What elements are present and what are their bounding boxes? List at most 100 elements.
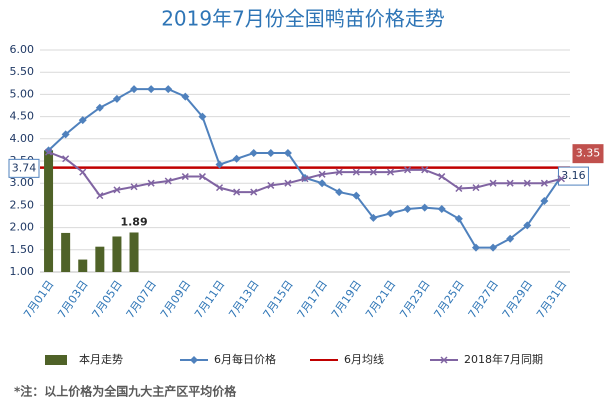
point (249, 149, 258, 158)
point (267, 181, 275, 189)
x-tick-label: 7月23日 (397, 278, 432, 321)
point (233, 188, 241, 196)
chart-title: 2019年7月份全国鸭苗价格走势 (161, 7, 445, 31)
point (318, 179, 327, 188)
point (130, 85, 139, 94)
point (198, 173, 206, 181)
point (454, 214, 463, 223)
point (557, 175, 565, 183)
y-tick-label: 2.00 (10, 221, 35, 234)
point (455, 184, 463, 193)
point (283, 149, 292, 158)
point (96, 192, 104, 200)
bar (95, 246, 105, 272)
point (438, 173, 446, 181)
point (506, 179, 514, 187)
point (352, 168, 360, 176)
y-tick-label: 3.00 (10, 176, 35, 189)
value-label-box (8, 158, 40, 178)
x-tick-label: 7月25日 (431, 278, 466, 321)
point (420, 203, 429, 212)
point (335, 188, 344, 197)
footnote: *注：以上价格为全国九大主产区平均价格 (14, 384, 237, 399)
legend-marker (440, 356, 448, 364)
point (386, 168, 395, 176)
point (215, 184, 224, 192)
legend-label: 6月每日价格 (214, 352, 276, 366)
point (250, 188, 258, 196)
x-tick-label: 7月31日 (534, 278, 569, 321)
point (335, 168, 343, 176)
point (489, 243, 498, 252)
point (506, 234, 515, 243)
point (181, 173, 189, 181)
bar (112, 236, 122, 272)
point (232, 154, 241, 163)
x-tick-label: 7月17日 (295, 278, 330, 321)
x-tick-label: 7月15日 (261, 278, 296, 321)
x-tick-label: 7月07日 (124, 278, 159, 321)
value-label: 3.16 (561, 169, 586, 182)
point (386, 209, 395, 218)
legend-swatch (45, 355, 67, 365)
legend-label: 2018年7月同期 (464, 352, 543, 366)
point (472, 184, 480, 192)
y-tick-label: 1.00 (10, 265, 35, 278)
point (78, 116, 87, 125)
x-tick-label: 7月09日 (158, 278, 193, 321)
y-tick-label: 4.50 (10, 110, 35, 123)
point (403, 204, 412, 213)
point (369, 213, 378, 222)
point (437, 204, 446, 213)
value-label: 3.35 (576, 147, 601, 160)
point (198, 112, 207, 121)
bar (44, 150, 54, 272)
x-tick-label: 7月01日 (21, 278, 56, 321)
point (369, 168, 377, 176)
point (147, 85, 156, 94)
x-tick-label: 7月21日 (363, 278, 398, 321)
point (215, 160, 224, 169)
point (404, 166, 412, 174)
legend-marker (190, 356, 198, 364)
point (301, 175, 309, 183)
legend-label: 本月走势 (79, 352, 123, 366)
point (352, 191, 361, 200)
bar (61, 232, 71, 272)
y-tick-label: 5.50 (10, 65, 35, 78)
point (540, 179, 548, 187)
y-tick-label: 6.00 (10, 43, 35, 56)
bar-label: 1.89 (120, 215, 147, 228)
point (164, 177, 172, 185)
point (95, 103, 104, 112)
point (62, 155, 70, 163)
x-tick-label: 7月05日 (90, 278, 125, 321)
point (79, 168, 87, 176)
point (147, 179, 155, 187)
x-tick-label: 7月19日 (329, 278, 364, 321)
y-tick-label: 2.50 (10, 198, 35, 211)
point (523, 221, 532, 230)
point (61, 130, 70, 139)
legend-label: 6月均线 (344, 352, 384, 366)
point (113, 186, 121, 194)
x-tick-label: 7月11日 (192, 278, 227, 321)
bar (129, 232, 139, 272)
point (489, 179, 497, 187)
point (112, 94, 121, 103)
y-tick-label: 5.00 (10, 87, 35, 100)
point (471, 243, 480, 252)
point (318, 170, 326, 178)
x-tick-label: 7月03日 (55, 278, 90, 321)
point (130, 183, 138, 191)
point (540, 196, 549, 205)
x-tick-label: 7月27日 (466, 278, 501, 321)
point (181, 92, 190, 101)
value-label: 3.74 (12, 161, 37, 174)
y-tick-label: 1.50 (10, 243, 35, 256)
point (164, 85, 173, 94)
value-label-box (572, 144, 604, 164)
point (45, 148, 53, 156)
